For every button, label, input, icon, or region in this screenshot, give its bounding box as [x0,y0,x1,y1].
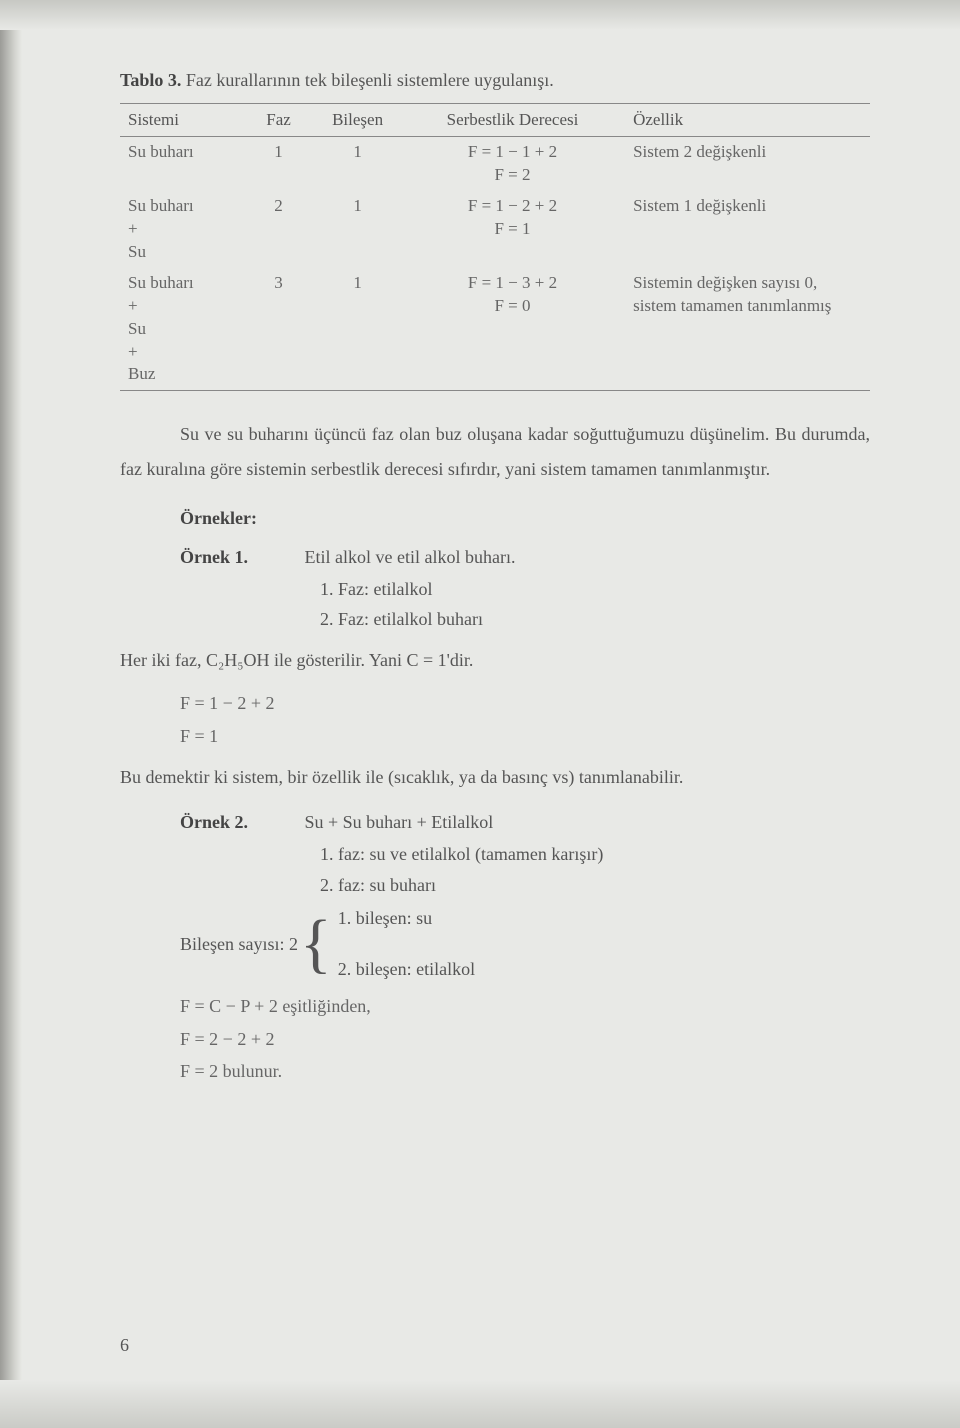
cell-ozellik: Sistemin değişken sayısı 0, sistem tamam… [625,268,870,391]
bilesen-block: Bileşen sayısı: 2 { 1. bileşen: su 2. bi… [180,908,870,980]
example-1-lines: 1. Faz: etilalkol 2. Faz: etilalkol buha… [320,574,870,635]
example-1-label: Örnek 1. [180,547,300,568]
cell-faz: 2 [242,191,315,268]
cell-ozellik: Sistem 2 değişkenli [625,137,870,191]
calc-block-2: F = C − P + 2 eşitliğinden, F = 2 − 2 + … [180,990,870,1087]
bilesen-label: Bileşen sayısı: 2 [180,934,298,955]
cell-bilesen: 1 [315,191,400,268]
cell-f: F = 1 − 3 + 2 F = 0 [400,268,625,391]
cell-f: F = 1 − 1 + 2 F = 2 [400,137,625,191]
example-1-title: Etil alkol ve etil alkol buharı. [305,547,516,567]
phase-table: Sistemi Faz Bileşen Serbestlik Derecesi … [120,103,870,391]
cell-faz: 1 [242,137,315,191]
document-page: Tablo 3. Faz kurallarının tek bileşenli … [0,0,960,1428]
cell-bilesen: 1 [315,137,400,191]
table-caption-text: Faz kurallarının tek bileşenli sistemler… [181,70,553,90]
calc-block-1: F = 1 − 2 + 2 F = 1 [180,687,870,752]
line-heriki: Her iki faz, C₂H₅OH ile gösterilir. Yani… [120,643,870,677]
example-2: Örnek 2. Su + Su buharı + Etilalkol [120,812,870,833]
table-caption: Tablo 3. Faz kurallarının tek bileşenli … [120,70,870,91]
table-caption-label: Tablo 3. [120,70,181,90]
cell-system: Su buharı [120,137,242,191]
table-row: Su buharı+Su+Buz 3 1 F = 1 − 3 + 2 F = 0… [120,268,870,391]
example-2-title: Su + Su buharı + Etilalkol [305,812,494,832]
brace-icon: { [300,911,332,977]
cell-bilesen: 1 [315,268,400,391]
cell-system: Su buharı+Su+Buz [120,268,242,391]
examples-heading: Örnekler: [180,508,870,529]
paragraph-1: Su ve su buharını üçüncü faz olan buz ol… [120,417,870,485]
bilesen-items: 1. bileşen: su 2. bileşen: etilalkol [338,908,475,980]
table-header-row: Sistemi Faz Bileşen Serbestlik Derecesi … [120,104,870,137]
cell-system: Su buharı+Su [120,191,242,268]
page-number: 6 [120,1335,129,1356]
table-row: Su buharı 1 1 F = 1 − 1 + 2 F = 2 Sistem… [120,137,870,191]
example-2-label: Örnek 2. [180,812,300,833]
col-faz: Faz [242,104,315,137]
col-sistemi: Sistemi [120,104,242,137]
col-ozellik: Özellik [625,104,870,137]
cell-f: F = 1 − 2 + 2 F = 1 [400,191,625,268]
table-row: Su buharı+Su 2 1 F = 1 − 2 + 2 F = 1 Sis… [120,191,870,268]
cell-faz: 3 [242,268,315,391]
cell-ozellik: Sistem 1 değişkenli [625,191,870,268]
example-1: Örnek 1. Etil alkol ve etil alkol buharı… [120,547,870,568]
col-serbestlik: Serbestlik Derecesi [400,104,625,137]
col-bilesen: Bileşen [315,104,400,137]
example-2-lines: 1. faz: su ve etilalkol (tamamen karışır… [320,839,870,900]
line-budemektir: Bu demektir ki sistem, bir özellik ile (… [120,760,870,794]
